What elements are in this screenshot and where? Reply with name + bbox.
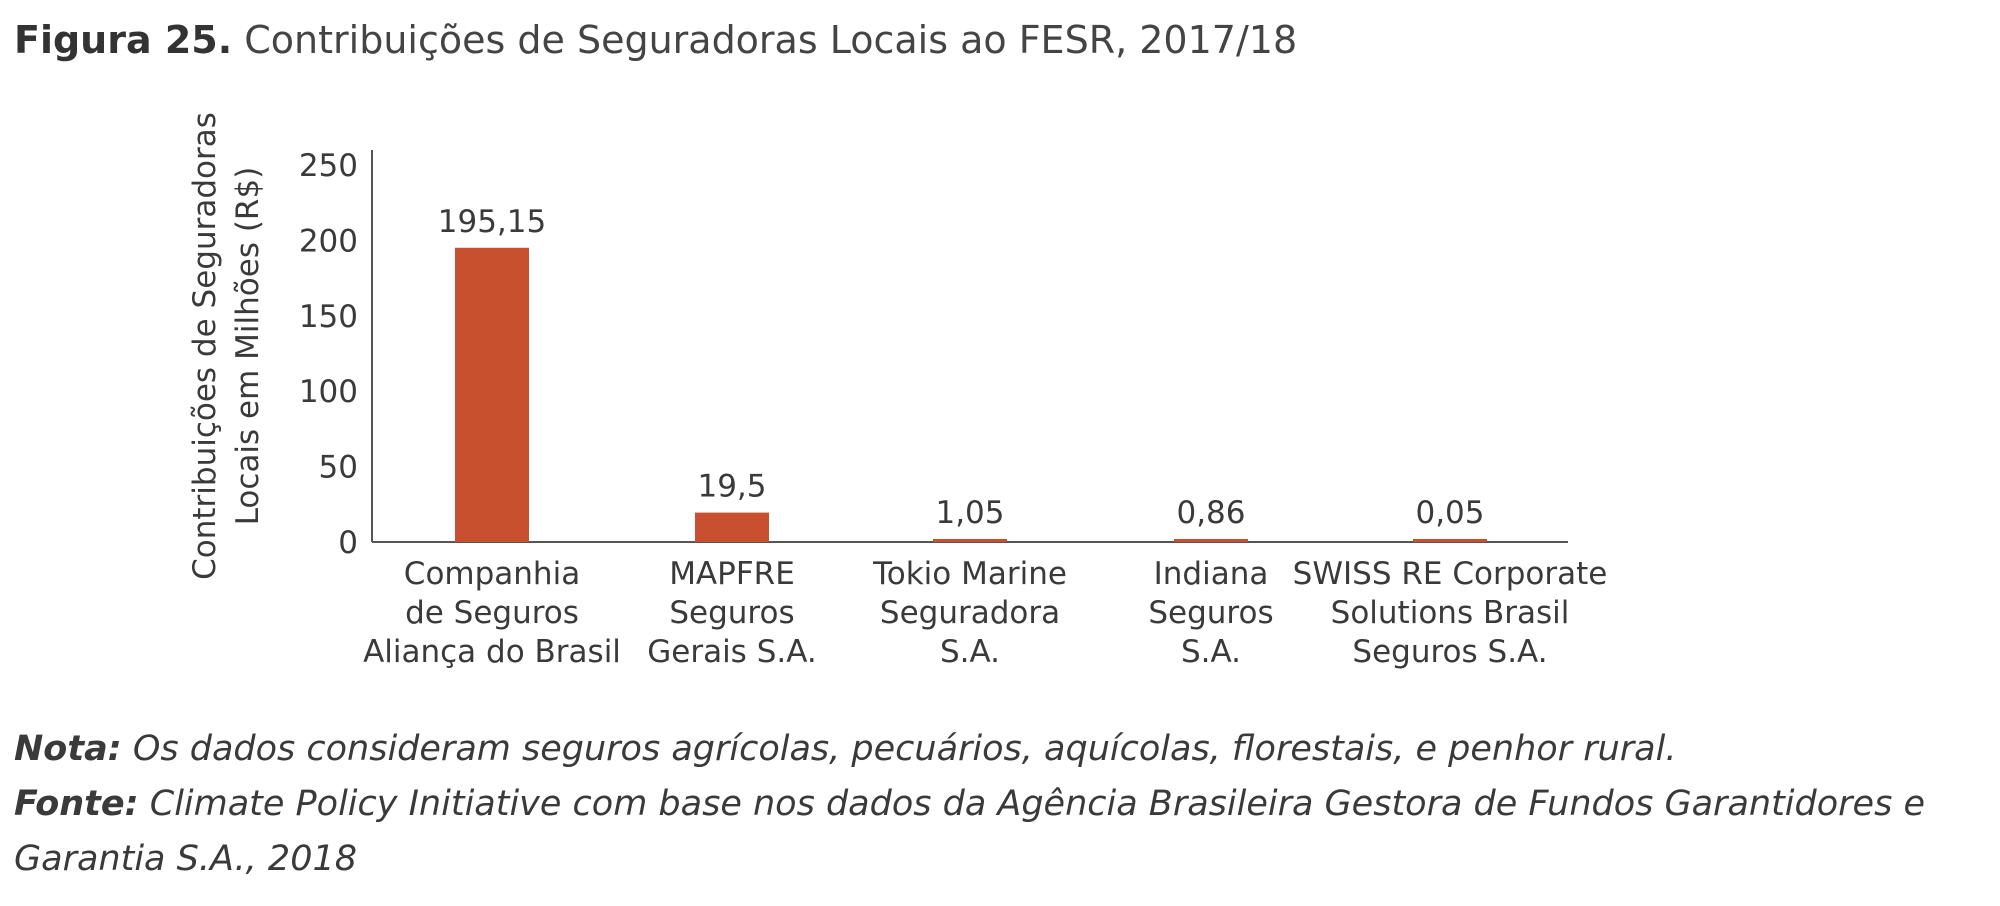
- y-tick-label: 0: [338, 525, 358, 561]
- y-tick-label: 200: [299, 223, 358, 259]
- source-line: Fonte: Climate Policy Initiative com bas…: [14, 777, 1974, 887]
- bar-value-label: 1,05: [935, 495, 1004, 531]
- y-tick-label: 150: [299, 299, 358, 335]
- y-tick-label: 50: [319, 450, 358, 486]
- figure-title-text: Contribuições de Seguradoras Locais ao F…: [244, 18, 1298, 62]
- x-tick-label: Tokio Marine: [872, 556, 1067, 592]
- bar-value-label: 195,15: [438, 204, 546, 240]
- y-axis-title-line: Locais em Milhões (R$): [230, 167, 266, 526]
- x-tick-label: Seguros S.A.: [1352, 634, 1547, 670]
- value-labels: 195,15 19,5 1,05 0,86 0,05: [438, 204, 1485, 531]
- bar: [455, 247, 529, 542]
- figure-title: Figura 25. Contribuições de Seguradoras …: [14, 18, 1297, 62]
- x-tick-label: Seguros: [1148, 595, 1273, 631]
- x-tick-label: Solutions Brasil: [1331, 595, 1570, 631]
- x-tick-label: Gerais S.A.: [647, 634, 817, 670]
- y-axis-title-line: Contribuições de Seguradoras: [187, 112, 223, 580]
- y-axis-title: Contribuições de Seguradoras Locais em Mi…: [187, 112, 266, 580]
- source-label: Fonte:: [14, 784, 139, 824]
- y-axis-ticks: 0 50 100 150 200 250: [299, 148, 358, 561]
- bar: [933, 539, 1007, 542]
- x-tick-label: de Seguros: [405, 595, 579, 631]
- x-tick-label: S.A.: [1181, 634, 1241, 670]
- bar-value-label: 0,05: [1415, 495, 1484, 531]
- x-tick-label: S.A.: [940, 634, 1000, 670]
- note-text: Os dados consideram seguros agrícolas, p…: [121, 729, 1677, 769]
- bar: [695, 512, 769, 542]
- x-tick-label: SWISS RE Corporate: [1293, 556, 1608, 592]
- bar-value-label: 19,5: [697, 469, 766, 505]
- y-tick-label: 250: [299, 148, 358, 184]
- x-tick-label: Seguradora: [880, 595, 1060, 631]
- x-tick-label: MAPFRE: [669, 556, 795, 592]
- bar: [1174, 539, 1248, 542]
- note-line: Nota: Os dados consideram seguros agríco…: [14, 722, 1974, 777]
- note-label: Nota:: [14, 729, 122, 769]
- x-tick-label: Indiana: [1154, 556, 1269, 592]
- figure-number: Figura 25.: [14, 18, 233, 62]
- bar-value-label: 0,86: [1176, 495, 1245, 531]
- x-tick-label: Aliança do Brasil: [363, 634, 621, 670]
- x-tick-label: Seguros: [669, 595, 794, 631]
- x-tick-label: Companhia: [404, 556, 580, 592]
- y-tick-label: 100: [299, 374, 358, 410]
- source-text: Climate Policy Initiative com base nos d…: [14, 784, 1925, 879]
- bars: [455, 247, 1487, 542]
- bar: [1413, 539, 1487, 542]
- footnotes: Nota: Os dados consideram seguros agríco…: [14, 722, 1974, 887]
